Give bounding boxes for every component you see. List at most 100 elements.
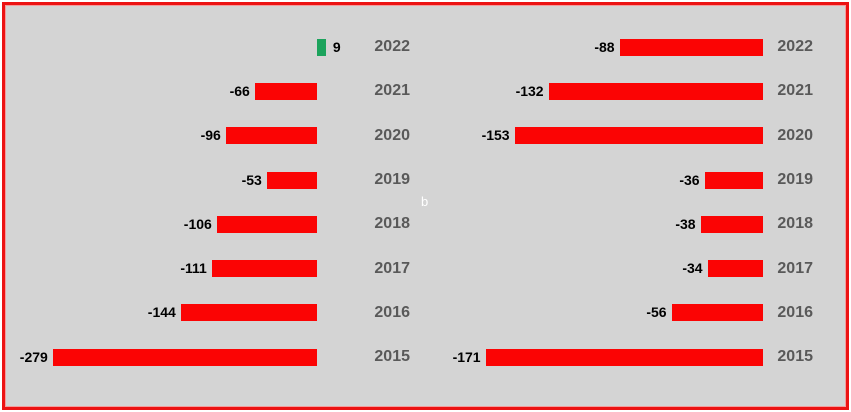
bar-track: -96 [10, 127, 317, 145]
value-label: -56 [646, 304, 667, 321]
baseline-gap [763, 349, 778, 366]
negative-bar [52, 348, 317, 366]
positive-bar [316, 38, 326, 56]
baseline-gap: 9 [316, 38, 375, 56]
bar-track: -153 [425, 127, 763, 145]
bar-chart-right: -88 2022 -132 2021 -153 2020 -36 2019 -38 2018 -34… [425, 25, 846, 407]
bar-track: -111 [10, 260, 317, 278]
baseline-gap [317, 172, 375, 189]
year-label: 2016 [374, 303, 410, 321]
negative-bar [704, 171, 763, 189]
negative-bar [548, 82, 763, 100]
baseline-gap [317, 127, 375, 144]
value-label: -153 [481, 127, 510, 144]
value-label: -53 [241, 171, 262, 188]
year-label: 2015 [777, 348, 813, 366]
year-label: 2018 [374, 215, 410, 233]
negative-bar [254, 82, 317, 100]
value-label: 9 [332, 38, 341, 55]
baseline-gap [317, 260, 375, 277]
year-label: 2018 [777, 215, 813, 233]
baseline-gap [763, 216, 778, 233]
negative-bar [211, 260, 317, 278]
baseline-gap [763, 172, 778, 189]
bar-chart-left: 9 2022 -66 2021 -96 2020 -53 2019 -106 2018 -111 20… [5, 25, 425, 407]
negative-bar [707, 260, 763, 278]
value-label: -38 [675, 215, 696, 232]
negative-bar [619, 38, 763, 56]
bar-track: -66 [10, 82, 317, 100]
bar-row-2022: 9 2022 [10, 25, 425, 69]
bar-track: -88 [425, 38, 763, 56]
charts-container: 9 2022 -66 2021 -96 2020 -53 2019 -106 2018 -111 20… [5, 5, 846, 407]
baseline-gap [763, 127, 778, 144]
negative-bar [485, 348, 763, 366]
year-label: 2021 [777, 82, 813, 100]
baseline-gap [763, 39, 778, 56]
value-label: -36 [679, 171, 700, 188]
negative-bar [266, 171, 317, 189]
bar-row-2016: -144 2016 [10, 291, 425, 335]
year-label: 2017 [374, 259, 410, 277]
bar-track [10, 39, 317, 56]
bar-track: -279 [10, 348, 317, 366]
value-label: -34 [682, 260, 703, 277]
value-label: -111 [180, 260, 207, 277]
value-label: -279 [19, 348, 48, 365]
bar-row-2015: -171 2015 [425, 335, 846, 379]
negative-bar [216, 215, 317, 233]
bar-track: -53 [10, 171, 317, 189]
baseline-gap [317, 349, 375, 366]
value-label: -144 [147, 304, 176, 321]
baseline-gap [763, 260, 778, 277]
bar-track: -144 [10, 304, 317, 322]
bar-track: -106 [10, 215, 317, 233]
year-label: 2022 [777, 38, 813, 56]
bar-row-2017: -34 2017 [425, 246, 846, 290]
bar-row-2018: -38 2018 [425, 202, 846, 246]
bar-row-2019: -36 2019 [425, 158, 846, 202]
negative-bar [514, 127, 763, 145]
subplot-label-b: b [421, 194, 429, 209]
bar-row-2020: -153 2020 [425, 114, 846, 158]
baseline-gap [763, 304, 778, 321]
bar-track: -38 [425, 215, 763, 233]
negative-bar [671, 304, 763, 322]
value-label: -132 [515, 82, 544, 99]
bar-row-2021: -132 2021 [425, 69, 846, 113]
year-label: 2015 [374, 348, 410, 366]
bar-row-2018: -106 2018 [10, 202, 425, 246]
negative-bar [700, 215, 763, 233]
year-label: 2020 [374, 126, 410, 144]
baseline-gap [317, 216, 375, 233]
value-label: -96 [200, 127, 221, 144]
negative-bar [180, 304, 317, 322]
value-label: -171 [452, 348, 481, 365]
value-label: -88 [594, 38, 615, 55]
bar-row-2017: -111 2017 [10, 246, 425, 290]
bar-row-2019: -53 2019 [10, 158, 425, 202]
year-label: 2021 [374, 82, 410, 100]
year-label: 2019 [374, 171, 410, 189]
bar-track: -56 [425, 304, 763, 322]
baseline-gap [763, 83, 778, 100]
bar-row-2015: -279 2015 [10, 335, 425, 379]
baseline-gap [317, 304, 375, 321]
year-label: 2019 [777, 171, 813, 189]
bar-track: -36 [425, 171, 763, 189]
year-label: 2020 [777, 126, 813, 144]
value-label: -66 [229, 82, 250, 99]
value-label: -106 [183, 215, 212, 232]
year-label: 2016 [777, 303, 813, 321]
baseline-gap [317, 83, 375, 100]
year-label: 2017 [777, 259, 813, 277]
negative-bar [225, 127, 317, 145]
bar-track: -34 [425, 260, 763, 278]
bar-track: -171 [425, 348, 763, 366]
bar-track: -132 [425, 82, 763, 100]
bar-row-2016: -56 2016 [425, 291, 846, 335]
year-label: 2022 [374, 38, 410, 56]
bar-row-2020: -96 2020 [10, 114, 425, 158]
